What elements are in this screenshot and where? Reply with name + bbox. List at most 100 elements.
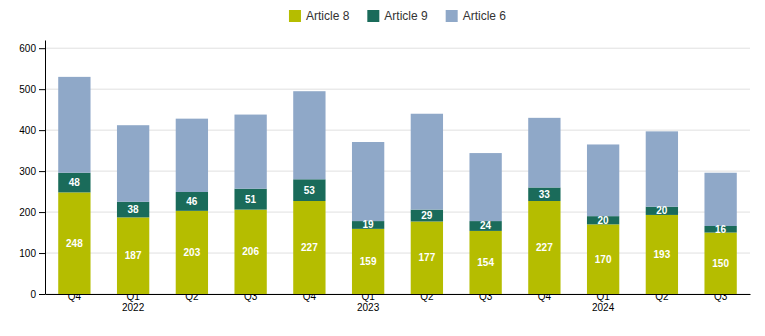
- bar: [293, 201, 325, 294]
- grid-line: [45, 212, 750, 213]
- data-label: 248: [66, 238, 83, 249]
- y-tick-label: 100: [19, 248, 36, 259]
- bar: [704, 233, 736, 294]
- bar: [411, 221, 443, 294]
- y-tick: 200: [19, 207, 45, 218]
- bar: [117, 217, 149, 294]
- y-tick-mark: [39, 253, 45, 254]
- series-bars: [58, 192, 737, 294]
- legend-item: Article 8: [289, 9, 350, 23]
- data-label: 206: [242, 246, 259, 257]
- legend-label: Article 9: [384, 9, 428, 23]
- plot: 0 100 200 300 400 500 600 Q4Q12022Q2Q3Q4Q12023Q…: [19, 41, 750, 314]
- bar: [117, 202, 149, 218]
- x-tick: Q12024: [592, 291, 615, 313]
- x-tick-label-line: 2024: [592, 302, 615, 313]
- data-label: 38: [128, 204, 140, 215]
- data-label: 150: [712, 258, 729, 269]
- data-label: 170: [595, 254, 612, 265]
- bar: [117, 125, 149, 202]
- bar: [352, 142, 384, 221]
- y-tick-label: 300: [19, 166, 36, 177]
- data-label: 177: [419, 252, 436, 263]
- bar: [469, 153, 501, 221]
- y-tick-mark: [39, 171, 45, 172]
- x-tick-label: Q12024: [592, 291, 615, 313]
- x-tick: Q12023: [357, 291, 380, 313]
- grid-line: [45, 89, 750, 90]
- bar: [587, 224, 619, 294]
- data-label: 20: [656, 205, 668, 216]
- legend: Article 8 Article 9 Article 6: [289, 9, 506, 23]
- y-tick-label: 400: [19, 125, 36, 136]
- y-tick-mark: [39, 294, 45, 295]
- bar: [411, 114, 443, 210]
- data-label: 227: [301, 242, 318, 253]
- legend-swatch: [289, 10, 301, 22]
- bar: [528, 118, 560, 188]
- x-tick-label: Q12022: [122, 291, 145, 313]
- bar: [469, 221, 501, 231]
- data-label: 48: [69, 177, 81, 188]
- y-tick-mark: [39, 48, 45, 49]
- x-axis: Q4Q12022Q2Q3Q4Q12023Q2Q3Q4Q12024Q2Q3: [46, 291, 751, 313]
- y-axis-line: [45, 41, 46, 295]
- grid-line: [45, 48, 750, 49]
- legend-item: Article 6: [446, 9, 507, 23]
- bar: [176, 192, 208, 211]
- data-label: 19: [363, 219, 375, 230]
- series-bars: [58, 173, 737, 233]
- bar: [176, 211, 208, 294]
- data-label: 193: [654, 249, 671, 260]
- data-label: 227: [536, 242, 553, 253]
- bar: [234, 115, 266, 189]
- data-label: 20: [598, 215, 610, 226]
- grid: [45, 48, 750, 294]
- data-label: 16: [715, 224, 727, 235]
- bar: [293, 179, 325, 201]
- y-tick: 300: [19, 166, 45, 177]
- bar: [293, 91, 325, 179]
- y-tick: 400: [19, 125, 45, 136]
- data-label: 29: [421, 210, 433, 221]
- data-label: 187: [125, 250, 142, 261]
- y-tick-mark: [39, 130, 45, 131]
- grid-line: [45, 130, 750, 131]
- chart: 0 100 200 300 400 500 600 Q4Q12022Q2Q3Q4Q12023Q…: [0, 0, 765, 336]
- y-axis: 0 100 200 300 400 500 600: [19, 41, 45, 300]
- y-tick: 100: [19, 248, 45, 259]
- y-tick: 600: [19, 43, 45, 54]
- bar: [58, 173, 90, 193]
- bar: [234, 189, 266, 210]
- legend-swatch: [446, 10, 458, 22]
- bar: [704, 173, 736, 226]
- bar: [176, 119, 208, 192]
- bar: [352, 229, 384, 294]
- data-label: 24: [480, 220, 492, 231]
- bar: [587, 144, 619, 216]
- grid-line: [45, 294, 750, 295]
- bar: [411, 210, 443, 222]
- series-bars: [58, 77, 737, 226]
- y-tick-label: 500: [19, 84, 36, 95]
- data-label: 203: [184, 247, 201, 258]
- data-label: 51: [245, 194, 257, 205]
- y-tick: 0: [30, 289, 45, 300]
- legend-label: Article 6: [463, 9, 507, 23]
- grid-line: [45, 171, 750, 172]
- y-tick: 500: [19, 84, 45, 95]
- data-labels: 2481872032062271591771542271701931504838…: [66, 177, 729, 269]
- legend-item: Article 9: [367, 9, 428, 23]
- data-label: 154: [477, 257, 494, 268]
- data-label: 46: [186, 196, 198, 207]
- legend-swatch: [367, 10, 379, 22]
- y-tick-label: 0: [30, 289, 36, 300]
- bars: [58, 77, 737, 294]
- x-tick-label: Q12023: [357, 291, 380, 313]
- y-tick-mark: [39, 89, 45, 90]
- y-tick-label: 600: [19, 43, 36, 54]
- x-tick-label-line: 2023: [357, 302, 380, 313]
- data-label: 53: [304, 185, 316, 196]
- bar: [58, 77, 90, 173]
- x-tick: Q12022: [122, 291, 145, 313]
